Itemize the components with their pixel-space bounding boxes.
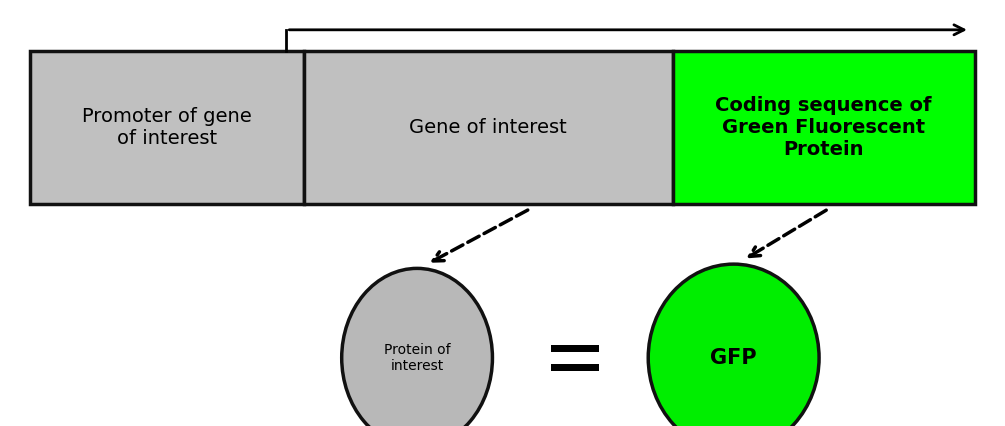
Text: GFP: GFP <box>711 348 757 368</box>
Text: Promoter of gene
of interest: Promoter of gene of interest <box>82 107 252 148</box>
Bar <box>551 364 599 371</box>
Bar <box>551 345 599 352</box>
Text: Protein of
interest: Protein of interest <box>384 343 450 373</box>
Bar <box>30 51 305 204</box>
Bar <box>305 51 672 204</box>
Bar <box>672 51 975 204</box>
Text: Gene of interest: Gene of interest <box>409 118 567 137</box>
Text: Coding sequence of
Green Fluorescent
Protein: Coding sequence of Green Fluorescent Pro… <box>716 96 932 159</box>
Ellipse shape <box>648 264 819 426</box>
Ellipse shape <box>342 268 492 426</box>
